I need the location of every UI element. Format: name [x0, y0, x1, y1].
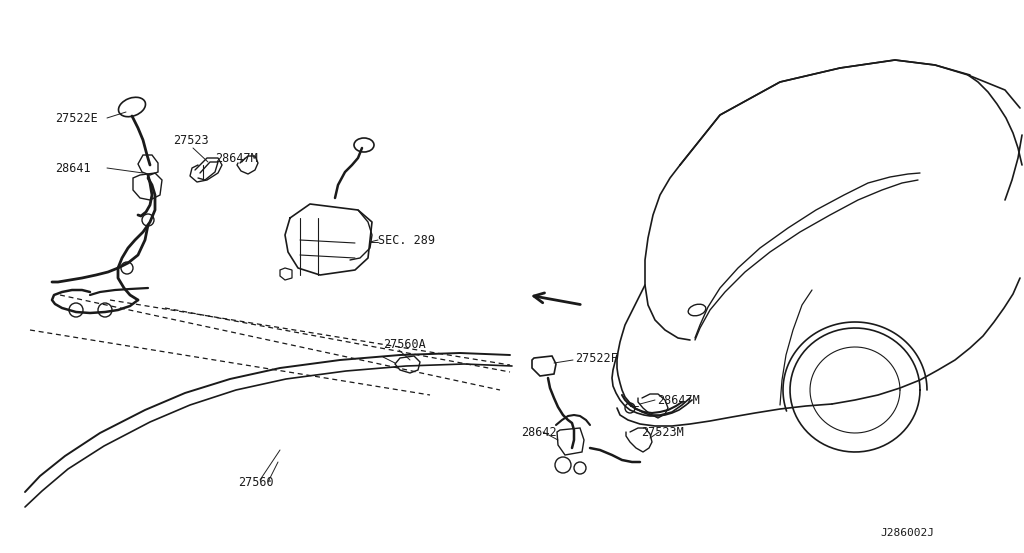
Text: 27523: 27523 [173, 133, 209, 147]
Text: 28641: 28641 [55, 161, 91, 175]
Text: 28642: 28642 [521, 425, 557, 439]
Text: 28647M: 28647M [215, 152, 258, 164]
Text: SEC. 289: SEC. 289 [378, 233, 435, 247]
Text: 27523M: 27523M [641, 425, 684, 439]
Text: J286002J: J286002J [880, 528, 934, 538]
Text: 27522F: 27522F [575, 352, 617, 364]
Text: 28647M: 28647M [657, 394, 699, 406]
Text: 27560A: 27560A [383, 338, 426, 352]
Text: 27560: 27560 [238, 477, 273, 489]
Text: 27522E: 27522E [55, 112, 97, 124]
